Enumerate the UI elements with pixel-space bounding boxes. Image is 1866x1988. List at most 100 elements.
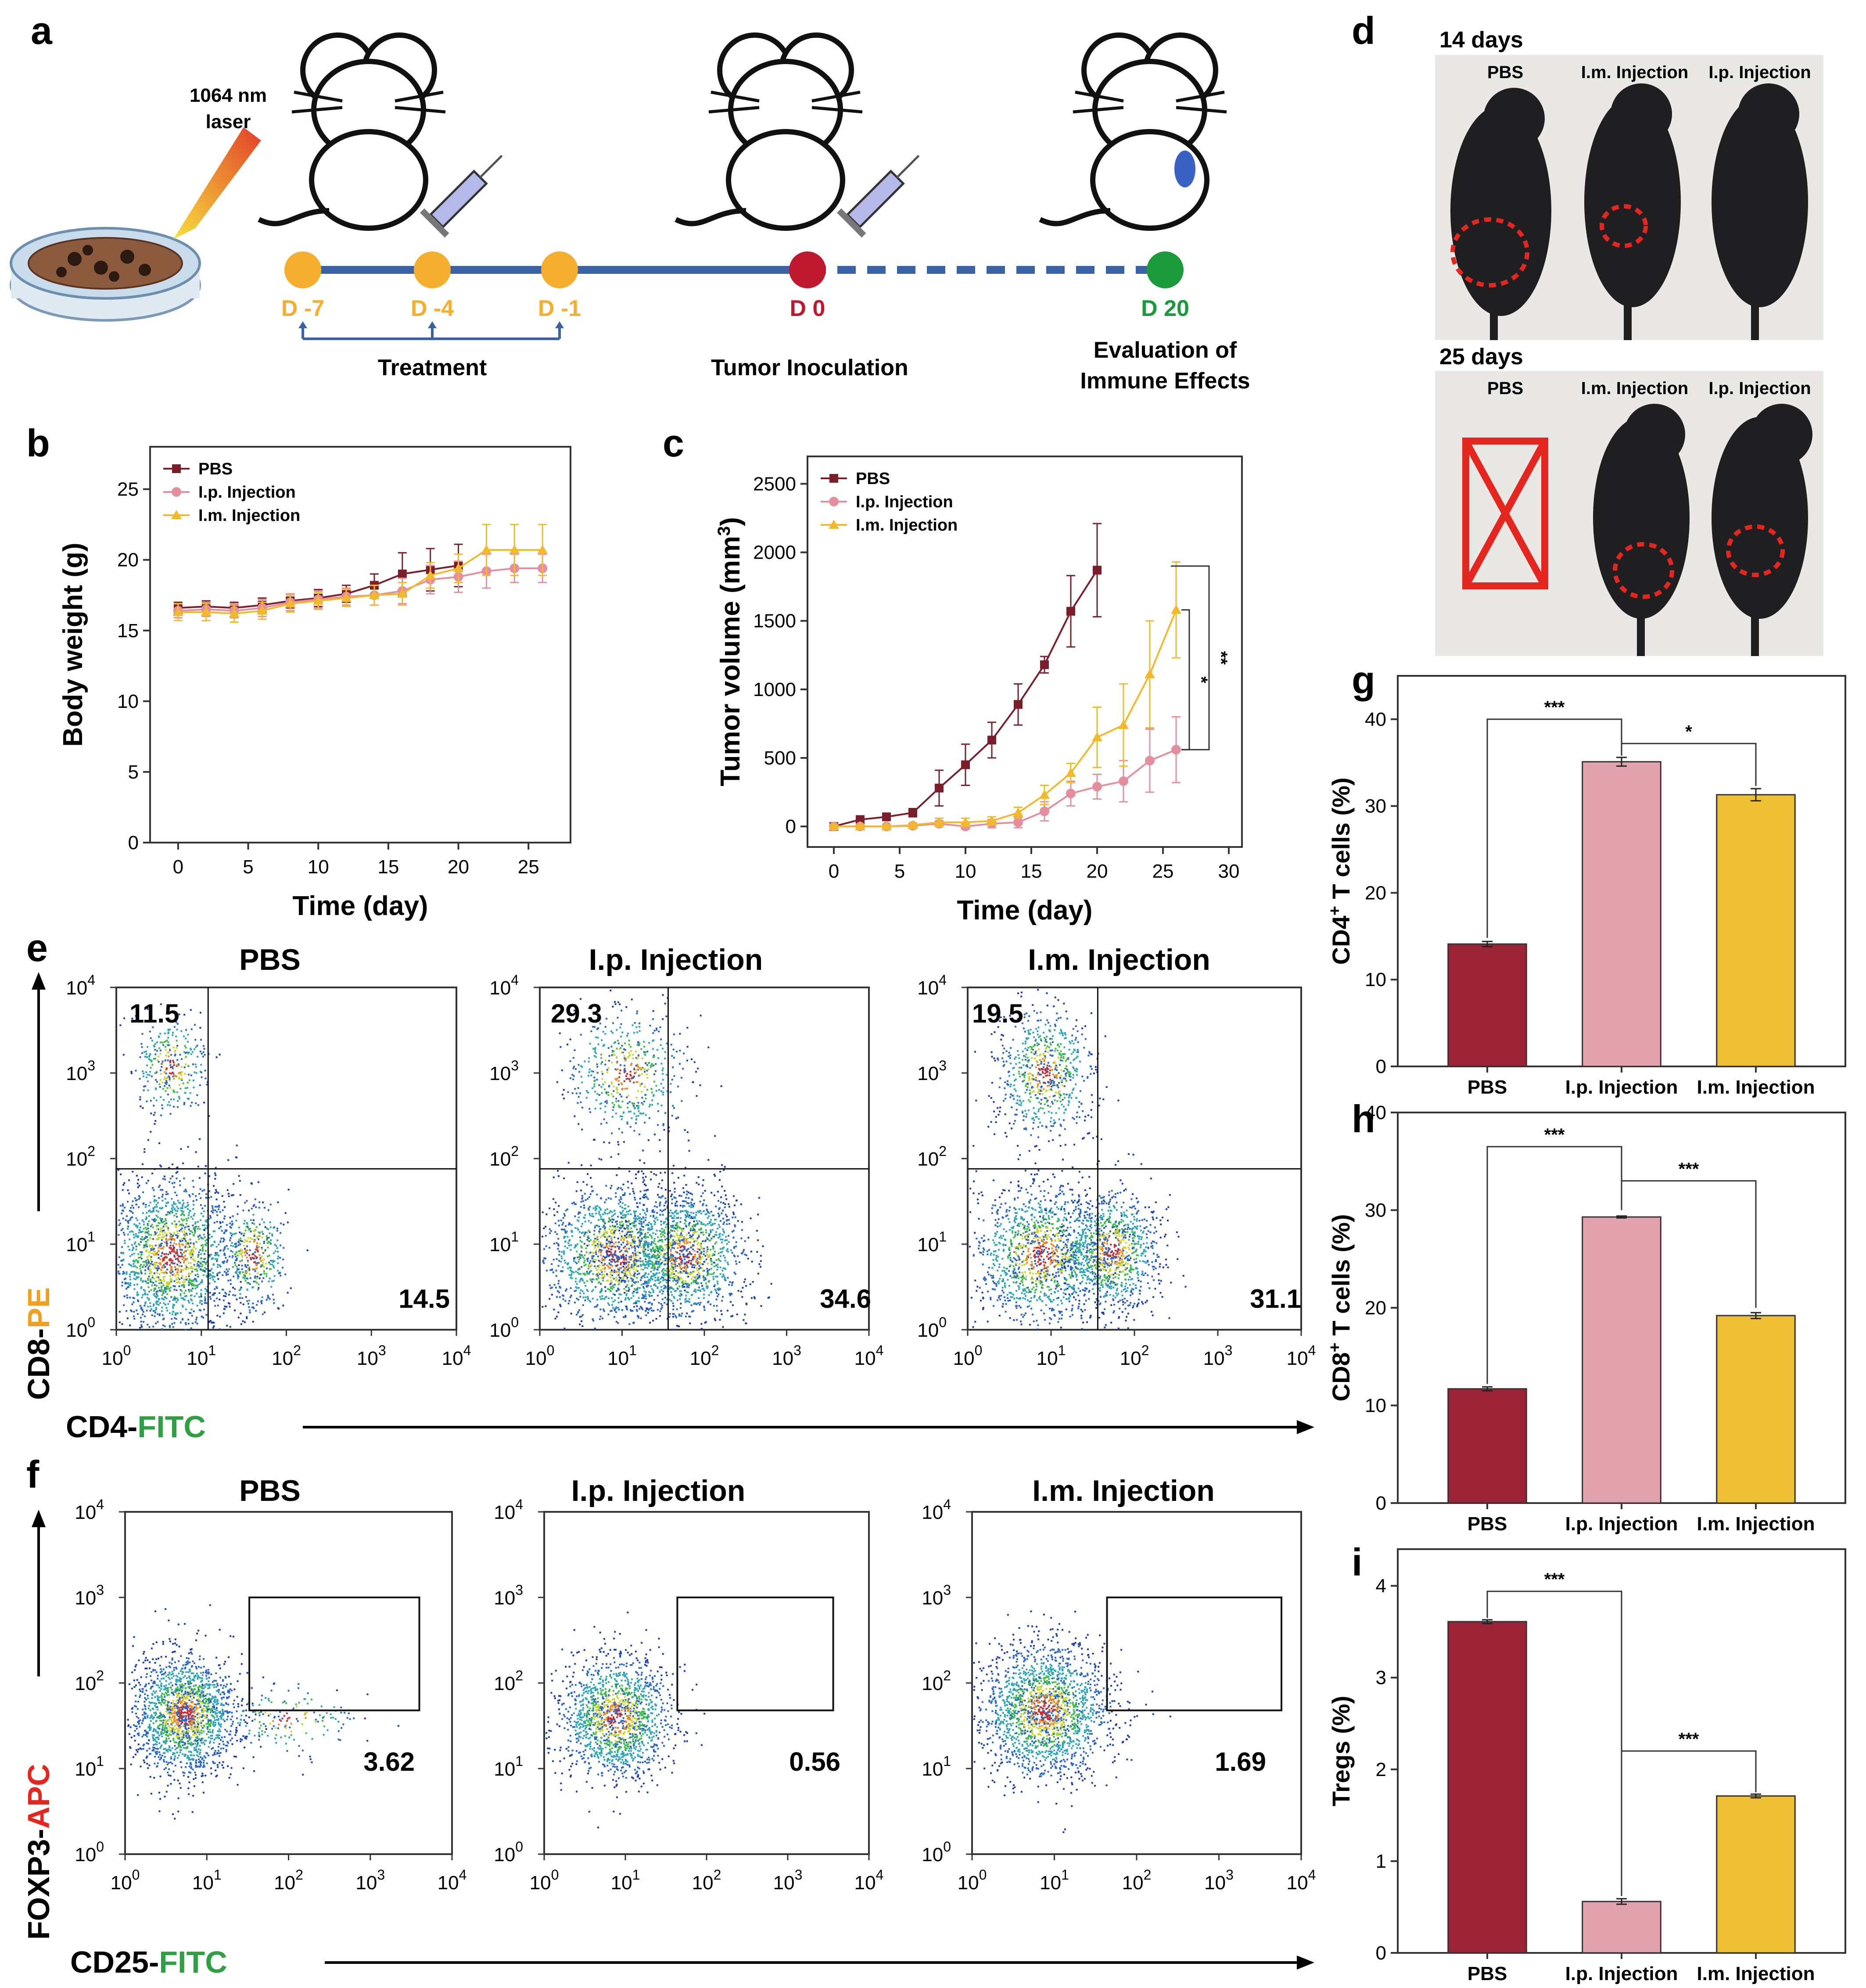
flow-event bbox=[640, 1284, 642, 1286]
flow-event bbox=[611, 1083, 613, 1085]
flow-event bbox=[139, 1327, 141, 1329]
flow-event bbox=[656, 1027, 658, 1030]
flow-event bbox=[677, 1085, 679, 1087]
flow-event bbox=[575, 1203, 577, 1205]
flow-event bbox=[190, 1290, 193, 1292]
flow-event bbox=[210, 1196, 212, 1198]
flow-event bbox=[576, 1287, 578, 1289]
flow-event bbox=[268, 1255, 270, 1257]
flow-event bbox=[183, 1190, 185, 1192]
flow-event bbox=[578, 1261, 580, 1263]
flow-event bbox=[688, 1284, 690, 1286]
flow-event bbox=[215, 1199, 218, 1201]
flow-event bbox=[223, 1248, 226, 1250]
flow-event bbox=[176, 1223, 178, 1225]
flow-event bbox=[611, 1102, 614, 1104]
flow-event bbox=[176, 1047, 178, 1049]
flow-event bbox=[219, 1266, 222, 1268]
y-axis-label: Body weight (g) bbox=[58, 543, 88, 747]
flow-event bbox=[214, 1230, 216, 1232]
flow-event bbox=[660, 1172, 662, 1174]
flow-event bbox=[670, 1083, 672, 1085]
flow-event bbox=[594, 1225, 596, 1227]
flow-event bbox=[182, 1269, 184, 1271]
flow-event bbox=[262, 1266, 264, 1268]
flow-event bbox=[122, 1231, 125, 1234]
flow-event bbox=[649, 1025, 651, 1027]
flow-event bbox=[612, 1277, 614, 1279]
flow-event bbox=[243, 1271, 245, 1274]
flow-event bbox=[173, 1091, 176, 1093]
flow-event bbox=[557, 1220, 560, 1222]
flow-event bbox=[645, 1237, 647, 1239]
flow-event bbox=[196, 1199, 198, 1201]
flow-event bbox=[671, 1055, 673, 1057]
flow-event bbox=[644, 1233, 646, 1235]
flow-event bbox=[165, 1256, 167, 1258]
flow-event bbox=[638, 1054, 640, 1056]
flow-event bbox=[190, 1308, 193, 1310]
flow-event bbox=[165, 1193, 167, 1195]
flow-event bbox=[169, 1283, 171, 1285]
flow-event bbox=[595, 1056, 597, 1058]
flow-event bbox=[584, 1060, 586, 1062]
flow-event bbox=[598, 1213, 600, 1215]
x-tick-label: 5 bbox=[894, 861, 905, 882]
flow-event bbox=[158, 1262, 161, 1264]
flow-event bbox=[673, 1236, 675, 1238]
flow-event bbox=[617, 1268, 619, 1270]
flow-event bbox=[160, 1230, 162, 1232]
flow-event bbox=[619, 1251, 621, 1253]
flow-event bbox=[169, 1232, 171, 1234]
flow-event bbox=[634, 1022, 636, 1024]
flow-event bbox=[197, 1254, 200, 1256]
flow-event bbox=[144, 1290, 146, 1292]
flow-event bbox=[237, 1317, 240, 1319]
flow-event bbox=[214, 1258, 216, 1260]
flow-event bbox=[225, 1272, 227, 1274]
flow-event bbox=[185, 1029, 187, 1031]
flow-event bbox=[611, 1255, 614, 1257]
flow-event bbox=[206, 1290, 208, 1292]
flow-event bbox=[174, 1266, 176, 1268]
flow-event bbox=[156, 1050, 158, 1052]
flow-event bbox=[573, 1009, 575, 1012]
flow-event bbox=[170, 1210, 172, 1213]
bar bbox=[1447, 1388, 1527, 1504]
flow-event bbox=[603, 1267, 606, 1270]
flow-event bbox=[637, 1300, 639, 1302]
flow-event bbox=[614, 1001, 616, 1003]
flow-event bbox=[574, 1290, 576, 1292]
flow-event bbox=[239, 1297, 241, 1299]
flow-event bbox=[204, 1302, 206, 1304]
flow-event bbox=[172, 1263, 174, 1265]
flow-event bbox=[551, 1294, 553, 1296]
flow-event bbox=[268, 1237, 270, 1239]
x-tick-label: 0 bbox=[829, 861, 839, 882]
flow-event bbox=[587, 1260, 589, 1262]
flow-event bbox=[696, 1251, 699, 1253]
flow-event bbox=[630, 1259, 632, 1261]
flow-event bbox=[606, 1250, 608, 1252]
flow-event bbox=[161, 1260, 164, 1263]
flow-event bbox=[133, 1297, 135, 1299]
flow-event bbox=[159, 1207, 161, 1209]
flow-event bbox=[234, 1262, 236, 1264]
flow-event bbox=[244, 1321, 246, 1323]
flow-event bbox=[632, 1274, 634, 1277]
flow-event bbox=[173, 1098, 175, 1101]
flow-event bbox=[557, 1243, 560, 1245]
flow-event bbox=[568, 1245, 570, 1247]
flow-event bbox=[192, 1063, 194, 1066]
flow-event bbox=[185, 1206, 187, 1208]
flow-event bbox=[133, 1288, 136, 1290]
flow-event bbox=[615, 1306, 617, 1308]
flow-event bbox=[137, 1299, 139, 1301]
bar bbox=[1582, 1901, 1661, 1954]
flow-event bbox=[268, 1281, 270, 1283]
flow-event bbox=[631, 1182, 633, 1184]
flow-event bbox=[555, 1275, 557, 1277]
flow-event bbox=[609, 1271, 611, 1274]
flow-event bbox=[176, 1075, 178, 1077]
flow-event bbox=[219, 1328, 221, 1331]
